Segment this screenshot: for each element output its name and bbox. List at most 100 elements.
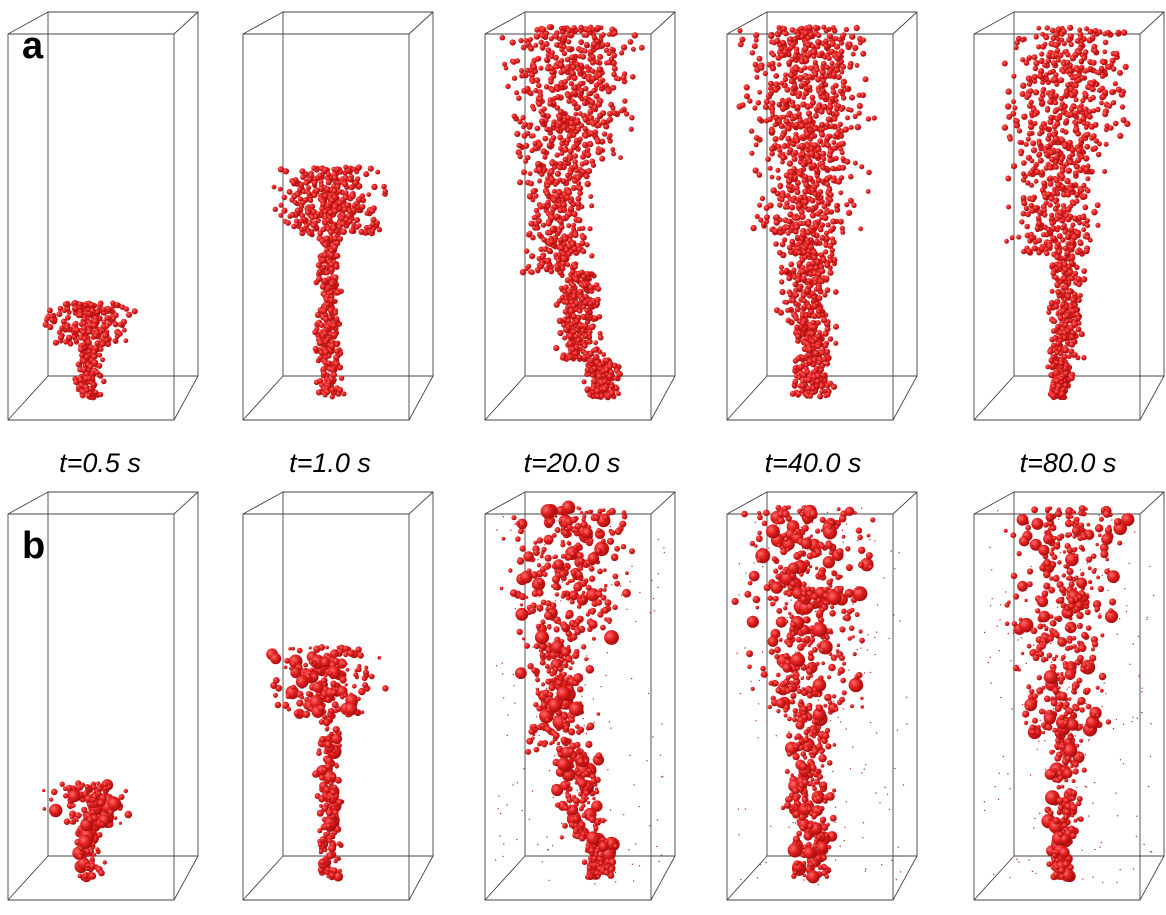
particle xyxy=(597,54,603,60)
particle xyxy=(1049,213,1054,218)
particle xyxy=(778,184,783,189)
particle xyxy=(569,54,575,60)
particle xyxy=(325,390,330,395)
particle xyxy=(278,187,283,192)
particle xyxy=(321,202,326,207)
particle xyxy=(853,114,858,119)
particle xyxy=(830,248,835,253)
particle xyxy=(799,26,804,31)
particle xyxy=(565,115,570,120)
particle xyxy=(299,168,305,174)
particle xyxy=(1063,267,1069,273)
particle xyxy=(840,141,846,147)
particle xyxy=(560,295,565,300)
particle xyxy=(538,66,543,71)
particle xyxy=(1073,271,1079,277)
particle xyxy=(1109,89,1115,95)
particle xyxy=(760,196,765,201)
particle xyxy=(383,189,388,194)
particle xyxy=(804,336,809,341)
particle xyxy=(573,112,578,117)
particle xyxy=(754,142,759,147)
particle xyxy=(317,173,323,179)
particle xyxy=(514,131,520,137)
particle xyxy=(590,54,596,60)
particle xyxy=(759,65,765,71)
particle xyxy=(813,126,819,132)
figure: a b t=0.5 s t=1.0 s t=20.0 s t=40.0 s t=… xyxy=(0,0,1166,915)
particle xyxy=(849,95,855,101)
particle xyxy=(502,62,507,67)
particle xyxy=(53,340,59,346)
particle xyxy=(588,301,593,306)
particle xyxy=(816,271,822,277)
particle xyxy=(1055,48,1060,53)
particle xyxy=(1087,114,1093,120)
particle xyxy=(796,203,802,209)
particle xyxy=(326,361,331,366)
particle xyxy=(768,166,773,171)
particle xyxy=(826,222,831,227)
particle xyxy=(811,44,816,49)
particle xyxy=(1079,331,1085,337)
particle xyxy=(1083,49,1089,55)
particle xyxy=(549,66,554,71)
particle xyxy=(1067,289,1073,295)
particle xyxy=(356,164,362,170)
particle xyxy=(801,152,806,157)
particle xyxy=(854,25,860,31)
particle xyxy=(857,111,862,116)
particle xyxy=(809,331,815,337)
particle xyxy=(1037,221,1042,226)
particle xyxy=(831,89,837,95)
particle xyxy=(826,116,832,122)
particle xyxy=(566,46,572,52)
particle xyxy=(1055,203,1060,208)
particle xyxy=(1070,222,1075,227)
particle xyxy=(1020,83,1026,89)
particle xyxy=(565,314,570,319)
particle xyxy=(754,38,759,43)
particle xyxy=(1026,75,1032,81)
particle xyxy=(1099,101,1104,106)
particle xyxy=(576,338,581,343)
particle xyxy=(1092,145,1098,151)
particle xyxy=(777,148,782,153)
particle xyxy=(1020,91,1026,97)
particle xyxy=(1060,137,1065,142)
particle xyxy=(529,181,535,187)
particle xyxy=(97,832,103,838)
particle xyxy=(273,207,278,212)
particle xyxy=(329,343,335,349)
particle xyxy=(548,79,553,84)
particle xyxy=(1027,81,1032,86)
particle xyxy=(1051,343,1056,348)
particle xyxy=(863,76,869,82)
particle xyxy=(571,144,577,150)
particle xyxy=(1021,171,1026,176)
particle xyxy=(632,32,638,38)
particle xyxy=(786,231,791,236)
particle xyxy=(1039,59,1045,65)
particle xyxy=(580,297,585,302)
particle xyxy=(806,278,811,283)
particle xyxy=(349,228,355,234)
particle xyxy=(816,285,822,291)
particle xyxy=(784,268,789,273)
particle xyxy=(555,152,560,157)
particle xyxy=(1011,74,1016,79)
particle xyxy=(272,185,277,190)
particle xyxy=(89,849,94,854)
particle xyxy=(846,210,852,216)
particle xyxy=(1062,143,1068,149)
particle xyxy=(1084,167,1090,173)
particle xyxy=(833,341,838,346)
particle xyxy=(589,99,595,105)
particle xyxy=(585,181,591,187)
particle xyxy=(1067,154,1073,160)
particle xyxy=(1068,112,1074,118)
particle xyxy=(1024,142,1029,147)
particle xyxy=(1019,151,1024,156)
particle xyxy=(72,335,77,340)
particle xyxy=(549,177,555,183)
